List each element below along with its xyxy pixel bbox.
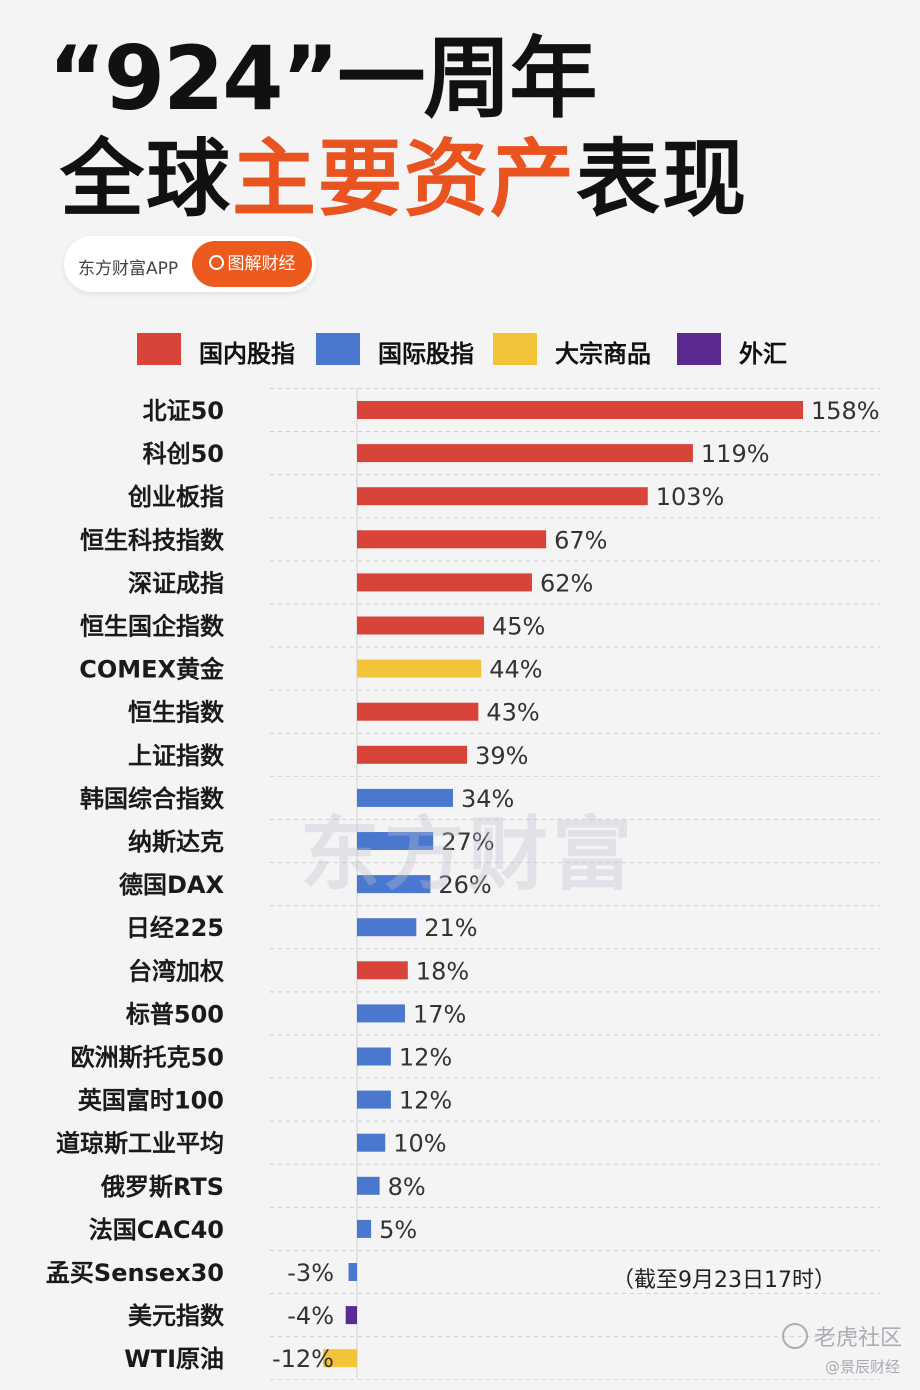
- bar: [357, 1090, 391, 1109]
- value-label: 12%: [399, 1044, 452, 1072]
- graphic-finance-label: 图解财经: [227, 254, 296, 274]
- value-label: 12%: [399, 1087, 452, 1115]
- value-label: 18%: [416, 957, 469, 985]
- category-label: 孟买Sensex30: [46, 1259, 224, 1287]
- category-label: WTI原油: [124, 1345, 224, 1373]
- legend-label-international: 国际股指: [378, 340, 474, 368]
- bar: [357, 573, 533, 592]
- value-label: 45%: [492, 613, 545, 641]
- tiger-logo-icon: [781, 1323, 808, 1349]
- bar: [357, 702, 479, 721]
- value-label: 26%: [438, 871, 491, 899]
- category-label: 纳斯达克: [128, 828, 224, 856]
- bar: [357, 788, 453, 807]
- legend-swatch-domestic: [137, 333, 181, 365]
- brand-name: 东方财富APP: [78, 259, 179, 279]
- bar: [345, 1306, 357, 1325]
- category-label: 恒生国企指数: [80, 613, 225, 641]
- value-label: 34%: [461, 785, 514, 813]
- category-label: 恒生科技指数: [80, 526, 225, 554]
- bar: [357, 487, 648, 506]
- bar: [357, 961, 408, 980]
- value-label: 17%: [413, 1000, 466, 1028]
- bar: [323, 1349, 357, 1368]
- value-label: 158%: [811, 397, 880, 425]
- brand-badge: 东方财富APP 图解财经: [64, 236, 316, 292]
- title-suffix: 表现: [576, 130, 749, 228]
- legend-label-fx: 外汇: [739, 340, 787, 368]
- bar: [357, 875, 431, 894]
- graphic-finance-button[interactable]: 图解财经: [192, 241, 312, 287]
- legend-swatch-commodity: [493, 333, 537, 365]
- bar: [357, 745, 468, 764]
- title-line-1: “924”一周年: [48, 27, 597, 130]
- legend-label-domestic: 国内股指: [199, 340, 295, 368]
- category-label: 俄罗斯RTS: [100, 1173, 224, 1201]
- value-label: 103%: [656, 483, 725, 511]
- value-label: 67%: [554, 526, 607, 554]
- legend-swatch-international: [316, 333, 360, 365]
- category-label: COMEX黄金: [79, 656, 225, 684]
- bar-chart: 北证50 158% 科创50 119% 创业板指 103% 恒生科技指数 67% 深证成指 62%…: [46, 387, 880, 1380]
- bar: [357, 918, 417, 937]
- bar: [357, 444, 693, 463]
- value-label: -12%: [272, 1345, 334, 1373]
- value-label: -3%: [287, 1259, 334, 1287]
- category-label: 道琼斯工业平均: [56, 1130, 224, 1158]
- value-label: 43%: [486, 699, 539, 727]
- title-line-2: 全球主要资产表现: [60, 112, 748, 233]
- category-label: 日经225: [126, 914, 224, 942]
- value-label: 39%: [475, 742, 528, 770]
- value-label: 21%: [424, 914, 477, 942]
- category-label: 欧洲斯托克50: [71, 1044, 224, 1072]
- bar: [357, 1047, 391, 1066]
- category-label: 法国CAC40: [89, 1216, 224, 1244]
- date-note: （截至9月23日17时）: [612, 1268, 836, 1293]
- title-accent: 主要资产: [232, 130, 577, 228]
- bar: [357, 530, 547, 549]
- bar: [357, 1176, 380, 1195]
- bar: [357, 832, 434, 850]
- corner-watermark-sub: @景辰财经: [824, 1358, 900, 1376]
- value-label: 119%: [701, 440, 770, 468]
- legend-label-commodity: 大宗商品: [555, 340, 651, 368]
- value-label: 5%: [379, 1216, 417, 1244]
- value-label: 27%: [441, 828, 494, 856]
- category-label: 韩国综合指数: [80, 785, 225, 813]
- category-label: 上证指数: [128, 742, 225, 770]
- value-label: 44%: [489, 656, 542, 684]
- search-icon: [208, 255, 224, 270]
- bar: [357, 1219, 372, 1238]
- category-label: 科创50: [143, 440, 224, 468]
- value-label: 62%: [540, 569, 593, 597]
- category-label: 北证50: [143, 397, 224, 425]
- value-label: 8%: [388, 1173, 426, 1201]
- category-label: 美元指数: [128, 1302, 225, 1330]
- corner-watermark: 老虎社区: [781, 1320, 902, 1352]
- value-label: 10%: [393, 1130, 446, 1158]
- category-label: 台湾加权: [128, 957, 224, 985]
- title-prefix: 全球: [60, 130, 233, 228]
- category-label: 英国富时100: [78, 1087, 224, 1115]
- chart-legend: 国内股指 国际股指 大宗商品 外汇: [0, 330, 920, 370]
- bar: [357, 616, 485, 635]
- category-label: 恒生指数: [128, 699, 225, 727]
- category-label: 创业板指: [127, 483, 224, 511]
- value-label: -4%: [287, 1302, 334, 1330]
- category-label: 深证成指: [128, 569, 224, 597]
- bar: [357, 659, 482, 678]
- bar: [348, 1263, 357, 1281]
- legend-swatch-fx: [677, 333, 721, 365]
- bar: [357, 1133, 386, 1152]
- bar: [357, 1004, 405, 1023]
- corner-watermark-main: 老虎社区: [813, 1326, 902, 1351]
- category-label: 德国DAX: [119, 871, 224, 899]
- bar: [357, 401, 803, 419]
- category-label: 标普500: [126, 1000, 224, 1028]
